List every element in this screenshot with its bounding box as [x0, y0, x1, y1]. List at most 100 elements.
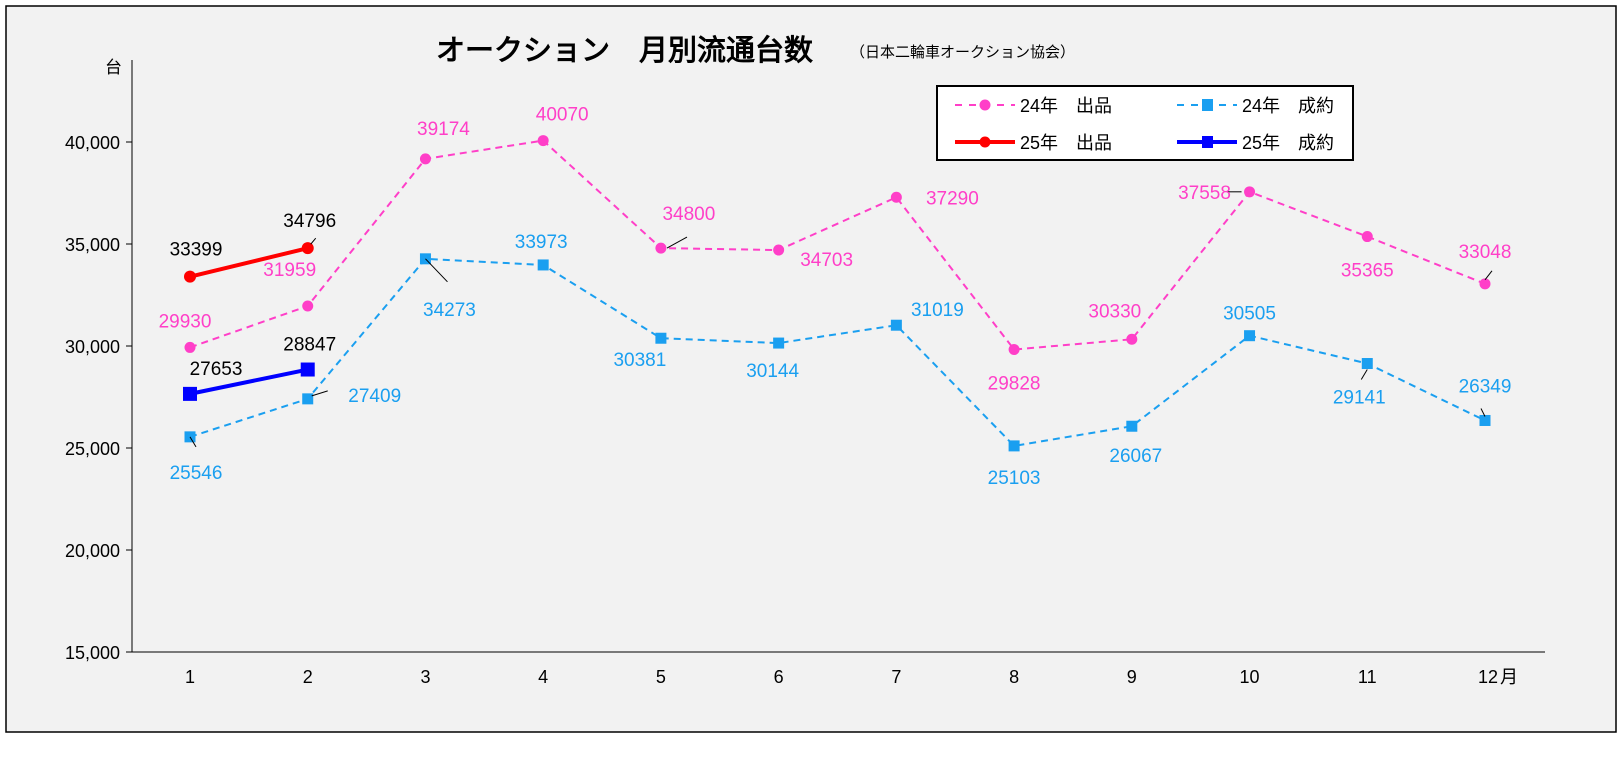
label-leader-line: [666, 236, 688, 249]
legend-marker-circle: [979, 99, 991, 111]
y-tick-label: 40,000: [65, 133, 120, 153]
data-label: 33399: [170, 240, 223, 261]
legend-box: [936, 85, 1354, 161]
legend-marker-square: [1202, 136, 1213, 148]
y-tick-label: 20,000: [65, 541, 120, 561]
data-label: 26349: [1459, 376, 1512, 397]
legend-label-2: 25年 出品: [1020, 133, 1112, 153]
x-tick-label: 11: [1358, 667, 1377, 687]
chart-title: オークション 月別流通台数: [436, 33, 814, 67]
data-point-circle: [419, 153, 431, 165]
data-point-circle: [1126, 333, 1138, 345]
label-leader-line: [1480, 408, 1486, 417]
legend-label-0: 24年 出品: [1020, 96, 1112, 116]
data-point-square: [1361, 358, 1373, 370]
x-axis-unit: 月: [1500, 667, 1518, 687]
data-point-circle: [184, 270, 196, 283]
data-label: 29930: [159, 311, 212, 332]
data-label: 29828: [988, 374, 1041, 395]
data-label: 35365: [1341, 261, 1394, 282]
x-tick-label: 8: [1009, 667, 1019, 687]
legend-label-3: 25年 成約: [1242, 133, 1334, 153]
data-point-square: [302, 393, 314, 405]
x-tick-label: 6: [774, 667, 784, 687]
data-point-circle: [537, 135, 549, 147]
data-label: 30505: [1223, 304, 1276, 325]
series-line-2: [189, 246, 309, 279]
data-label: 33048: [1459, 242, 1512, 263]
data-point-circle: [301, 242, 314, 255]
label-leader-line: [311, 390, 328, 397]
x-tick-label: 2: [303, 667, 313, 687]
data-label: 25546: [170, 463, 223, 484]
data-point-circle: [1008, 344, 1020, 356]
series-line-3: [189, 367, 309, 396]
y-tick-label: 25,000: [65, 439, 120, 459]
data-label: 30381: [613, 350, 666, 371]
chart-frame: [5, 5, 1617, 733]
data-point-circle: [302, 300, 314, 312]
x-tick-label: 12: [1478, 667, 1498, 687]
data-label: 26067: [1109, 446, 1162, 467]
data-label: 27409: [348, 386, 401, 407]
x-tick-label: 10: [1240, 667, 1260, 687]
data-label: 30330: [1088, 301, 1141, 322]
data-point-square: [890, 319, 902, 331]
data-label: 34273: [423, 300, 476, 321]
data-point-square: [655, 332, 667, 344]
data-point-square: [1126, 420, 1138, 432]
data-label: 28847: [283, 335, 336, 356]
y-axis-unit: 台: [105, 58, 122, 77]
data-point-circle: [655, 242, 667, 254]
data-label: 39174: [417, 119, 470, 140]
data-label: 30144: [746, 361, 799, 382]
data-point-circle: [1479, 278, 1491, 290]
data-point-square: [1008, 440, 1020, 452]
data-point-circle: [1361, 231, 1373, 243]
x-tick-label: 4: [538, 667, 548, 687]
data-point-square: [537, 259, 549, 271]
y-tick-label: 35,000: [65, 235, 120, 255]
data-label: 31019: [911, 300, 964, 321]
data-label: 34796: [283, 211, 336, 232]
x-tick-label: 5: [656, 667, 666, 687]
data-point-square: [183, 386, 197, 401]
data-point-square: [1244, 330, 1256, 342]
x-tick-label: 1: [185, 667, 195, 687]
data-point-circle: [1244, 186, 1256, 198]
data-point-circle: [890, 191, 902, 203]
label-leader-line: [310, 237, 317, 245]
y-tick-label: 15,000: [65, 643, 120, 663]
data-label: 34800: [662, 204, 715, 225]
legend-marker-circle: [979, 136, 991, 148]
data-label: 34703: [800, 250, 853, 271]
legend-marker-square: [1202, 99, 1213, 111]
label-leader-line: [425, 258, 448, 283]
series-line-0: [189, 139, 1486, 351]
data-label: 31959: [263, 260, 316, 281]
data-point-circle: [184, 341, 196, 353]
x-tick-label: 7: [891, 667, 901, 687]
label-leader-line: [1360, 369, 1368, 380]
data-point-circle: [773, 244, 785, 256]
data-point-square: [1479, 414, 1491, 426]
series-line-1: [189, 257, 1486, 447]
data-label: 37290: [926, 188, 979, 209]
data-label: 40070: [536, 105, 589, 126]
x-tick-label: 9: [1127, 667, 1137, 687]
data-label: 37558: [1178, 183, 1231, 204]
data-point-square: [773, 337, 785, 349]
chart-subtitle: （日本二輪車オークション協会）: [850, 44, 1075, 61]
legend-label-1: 24年 成約: [1242, 96, 1334, 116]
data-label: 27653: [190, 359, 243, 380]
y-tick-label: 30,000: [65, 337, 120, 357]
data-label: 29141: [1333, 388, 1386, 409]
label-leader-line: [189, 436, 197, 448]
data-label: 25103: [988, 468, 1041, 489]
label-leader-line: [1484, 270, 1493, 281]
x-tick-label: 3: [420, 667, 430, 687]
data-point-square: [300, 362, 315, 377]
data-label: 33973: [515, 232, 568, 253]
